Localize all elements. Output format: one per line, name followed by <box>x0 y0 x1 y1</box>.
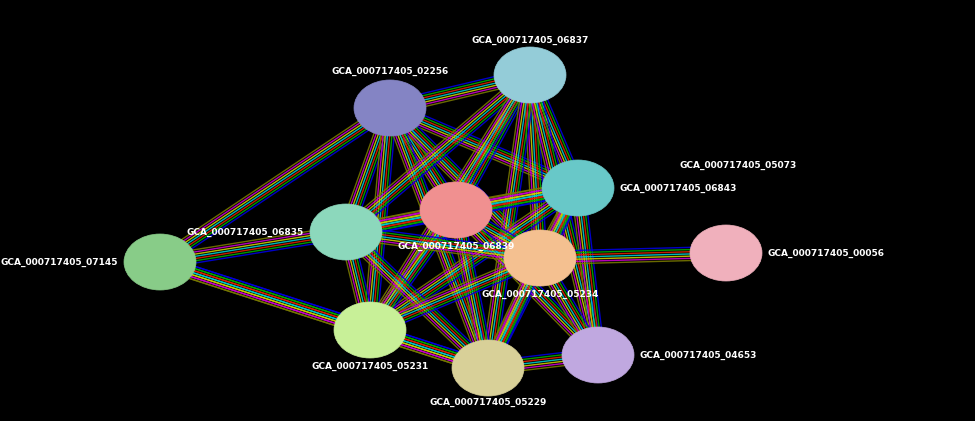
Ellipse shape <box>542 160 614 216</box>
Ellipse shape <box>354 80 426 136</box>
Text: GCA_000717405_06843: GCA_000717405_06843 <box>620 184 737 192</box>
Text: GCA_000717405_06839: GCA_000717405_06839 <box>398 242 515 251</box>
Ellipse shape <box>420 182 492 238</box>
Ellipse shape <box>124 234 196 290</box>
Text: GCA_000717405_00056: GCA_000717405_00056 <box>768 248 885 258</box>
Ellipse shape <box>310 204 382 260</box>
Text: GCA_000717405_02256: GCA_000717405_02256 <box>332 67 448 76</box>
Ellipse shape <box>690 225 762 281</box>
Ellipse shape <box>562 327 634 383</box>
Text: GCA_000717405_04653: GCA_000717405_04653 <box>640 350 758 360</box>
Ellipse shape <box>494 47 566 103</box>
Text: GCA_000717405_06835: GCA_000717405_06835 <box>187 227 304 237</box>
Text: GCA_000717405_05234: GCA_000717405_05234 <box>482 290 599 299</box>
Text: GCA_000717405_05073: GCA_000717405_05073 <box>680 160 798 170</box>
Ellipse shape <box>452 340 524 396</box>
Ellipse shape <box>334 302 406 358</box>
Text: GCA_000717405_06837: GCA_000717405_06837 <box>471 36 589 45</box>
Text: GCA_000717405_05229: GCA_000717405_05229 <box>429 398 547 407</box>
Text: GCA_000717405_05231: GCA_000717405_05231 <box>311 362 429 371</box>
Ellipse shape <box>504 230 576 286</box>
Text: GCA_000717405_07145: GCA_000717405_07145 <box>1 257 118 266</box>
